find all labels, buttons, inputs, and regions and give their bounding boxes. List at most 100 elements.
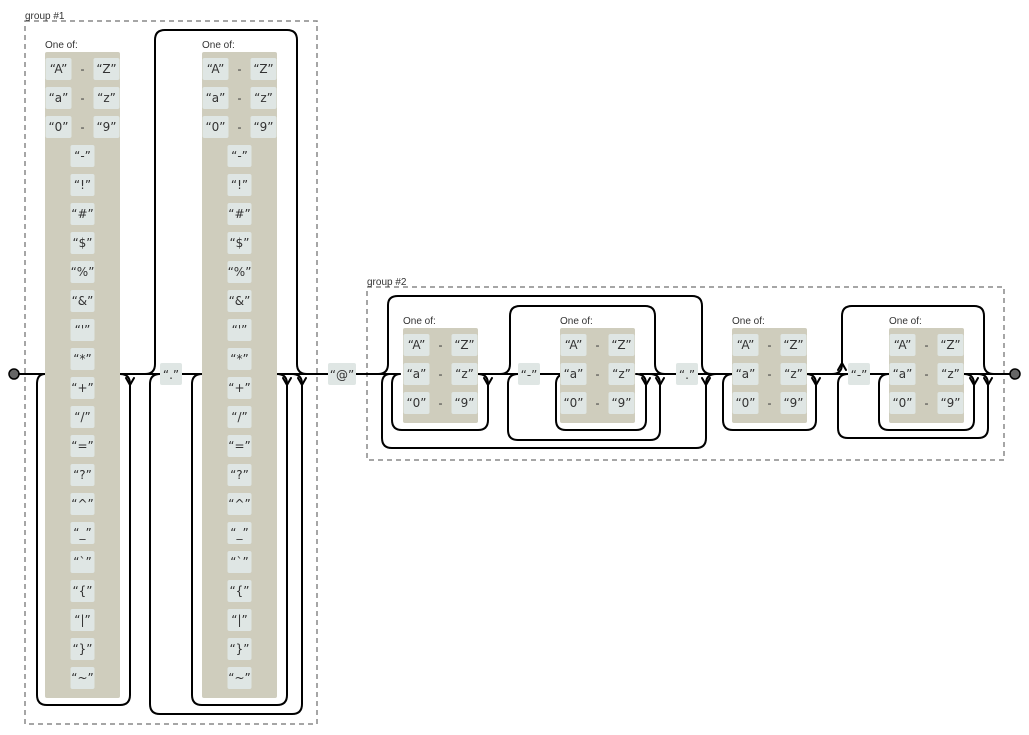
g1-one-of-2-special-text: “'” bbox=[232, 323, 248, 337]
g2-one-of-2-upper-to-box bbox=[608, 334, 635, 356]
g1-one-of-1-digit-dash: - bbox=[81, 120, 85, 134]
g1-one-of-2-upper-dash: - bbox=[238, 62, 242, 76]
start-terminal bbox=[8, 368, 20, 380]
g1-one-of-1-upper-dash: - bbox=[81, 62, 85, 76]
g2-one-of-4-upper-to-box bbox=[937, 334, 964, 356]
g2-one-of-1-upper-to-box bbox=[451, 334, 478, 356]
g1-one-of-1-special-text: “#” bbox=[71, 207, 94, 221]
g1-one-of-1-special-box bbox=[70, 406, 95, 428]
g1-one-of-1-lower-from-box bbox=[45, 87, 72, 109]
g1-one-of-1-special-box bbox=[70, 609, 95, 631]
g1-one-of-1-upper-from-box bbox=[45, 58, 72, 80]
g1-one-of-2-special-text: “!” bbox=[231, 178, 248, 192]
g1-oneof1-repeat-arrow bbox=[125, 377, 135, 386]
g1-one-of-1-digit-to-text: “9” bbox=[96, 120, 116, 134]
g1-one-of-1-special-box bbox=[70, 667, 95, 689]
g1-one-of-2-special-box bbox=[227, 580, 252, 602]
g2-one-of-4-upper-dash: - bbox=[925, 338, 929, 352]
g2-hyphen-literal-2-box bbox=[848, 363, 870, 385]
g1-one-of-1-special-text: “{” bbox=[72, 584, 92, 598]
g2-one-of-1-digit-dash: - bbox=[439, 396, 443, 410]
g1-one-of-2-background bbox=[202, 52, 277, 698]
g2-dot-literal-box bbox=[676, 363, 698, 385]
g1-one-of-2-special-text: “-” bbox=[231, 149, 248, 163]
g2-dotpart-bypass bbox=[377, 295, 713, 375]
g2-one-of-3-label: One of: bbox=[732, 316, 765, 327]
g1-one-of-1-special-text: “+” bbox=[71, 381, 94, 395]
g2-one-of-2-upper-dash: - bbox=[596, 338, 600, 352]
g2-tail-loop bbox=[837, 373, 989, 439]
g1-one-of-1-special-box bbox=[70, 522, 95, 544]
g1-one-of-1-special-text: “^” bbox=[71, 497, 94, 511]
g2-one-of-1-lower-to-text: “z” bbox=[455, 367, 474, 381]
g1-one-of-2-digit-dash: - bbox=[238, 120, 242, 134]
g2-one-of-4-digit-from-box bbox=[889, 392, 916, 414]
g2-one-of-3-lower-to-box bbox=[780, 363, 807, 385]
g1-one-of-2-special-box bbox=[227, 377, 252, 399]
literal-nodes: “.” “@” “-” “.” “-” bbox=[160, 363, 870, 385]
g1-one-of-2-lower-to-text: “z” bbox=[254, 91, 273, 105]
g1-one-of-1-upper-to-text: “Z” bbox=[96, 62, 116, 76]
g1-one-of-1-special-text: “&” bbox=[72, 294, 94, 308]
g1-one-of-1-special-text: “/” bbox=[74, 410, 90, 424]
g2-one-of-3-lower-from-text: “a” bbox=[736, 367, 756, 381]
g1-one-of-1-special-text: “%” bbox=[71, 265, 95, 279]
g1-optional-bypass bbox=[144, 29, 308, 375]
g1-one-of-2-lower-from-box bbox=[202, 87, 229, 109]
g2-one-of-3-digit-dash: - bbox=[768, 396, 772, 410]
g2-one-of-3-upper-dash: - bbox=[768, 338, 772, 352]
g1-dot-literal: “.” bbox=[160, 363, 182, 385]
g1-one-of-1-special-text: “=” bbox=[71, 439, 94, 453]
g1-one-of-2-special-text: “_” bbox=[230, 526, 248, 540]
g2-hyphen-literal-2: “-” bbox=[848, 363, 870, 385]
end-terminal bbox=[1009, 368, 1021, 380]
g2-oneof1-repeat-loop bbox=[391, 373, 489, 431]
g2-oneof3-repeat-loop bbox=[722, 373, 817, 431]
g1-one-of-2-special-box bbox=[227, 638, 252, 660]
g2-one-of-3-lower-from-box bbox=[732, 363, 759, 385]
g1-one-of-1-lower-from-text: “a” bbox=[49, 91, 69, 105]
g2-one-of-2-digit-to-text: “9” bbox=[611, 396, 631, 410]
g2-one-of-4: One of:“A” - “Z”“a” - “z”“0” - “9” bbox=[889, 316, 964, 423]
g1-one-of-1-lower-dash: - bbox=[81, 91, 85, 105]
g2-one-of-4-lower-from-box bbox=[889, 363, 916, 385]
g1-one-of-1-label: One of: bbox=[45, 40, 78, 51]
g2-one-of-3-digit-from-text: “0” bbox=[735, 396, 755, 410]
g2-one-of-1-digit-from-box bbox=[403, 392, 430, 414]
g1-one-of-2-special-text: “}” bbox=[229, 642, 249, 656]
g2-hyphen-literal-1-text: “-” bbox=[521, 368, 538, 382]
g2-arrow-1 bbox=[483, 377, 493, 386]
g1-one-of-2-special-text: “`” bbox=[230, 555, 248, 569]
g1-one-of-2-special-box bbox=[227, 493, 252, 515]
g2-one-of-4-label: One of: bbox=[889, 316, 922, 327]
g2-one-of-1: One of:“A” - “Z”“a” - “z”“0” - “9” bbox=[403, 316, 478, 423]
g1-one-of-2-special-text: “~” bbox=[228, 671, 251, 685]
g1-one-of-1-digit-from-box bbox=[45, 116, 72, 138]
g2-hyphen-literal-1: “-” bbox=[518, 363, 540, 385]
g1-one-of-1-special-box bbox=[70, 319, 95, 341]
g2-one-of-4-upper-from-box bbox=[889, 334, 916, 356]
g1-one-of-2-special-box bbox=[227, 232, 252, 254]
group-1-label: group #1 bbox=[25, 11, 65, 22]
g2-one-of-1-upper-from-box bbox=[403, 334, 430, 356]
g1-one-of-1-special-box bbox=[70, 174, 95, 196]
g1-one-of-1-background bbox=[45, 52, 120, 698]
g2-one-of-2-label: One of: bbox=[560, 316, 593, 327]
g2-one-of-1-upper-dash: - bbox=[439, 338, 443, 352]
g1-one-of-1-special-box bbox=[70, 261, 95, 283]
g1-one-of-1-special-text: “}” bbox=[72, 642, 92, 656]
g2-one-of-1-lower-dash: - bbox=[439, 367, 443, 381]
g1-one-of-2-lower-dash: - bbox=[238, 91, 242, 105]
g1-oneof1-repeat-loop bbox=[36, 373, 131, 706]
one-of-blocks: One of:“A” - “Z”“a” - “z”“0” - “9”“-”“!”“#”“$”… bbox=[45, 40, 964, 698]
g2-one-of-3-digit-to-box bbox=[780, 392, 807, 414]
g1-one-of-1-upper-to-box bbox=[93, 58, 120, 80]
g1-one-of-1-digit-to-box bbox=[93, 116, 120, 138]
g1-one-of-2-special-box bbox=[227, 464, 252, 486]
g2-one-of-4-digit-dash: - bbox=[925, 396, 929, 410]
g2-dot-literal: “.” bbox=[676, 363, 698, 385]
g2-one-of-3-digit-to-text: “9” bbox=[783, 396, 803, 410]
g1-one-of-1-special-text: “|” bbox=[74, 613, 90, 627]
g2-one-of-2-upper-from-box bbox=[560, 334, 587, 356]
